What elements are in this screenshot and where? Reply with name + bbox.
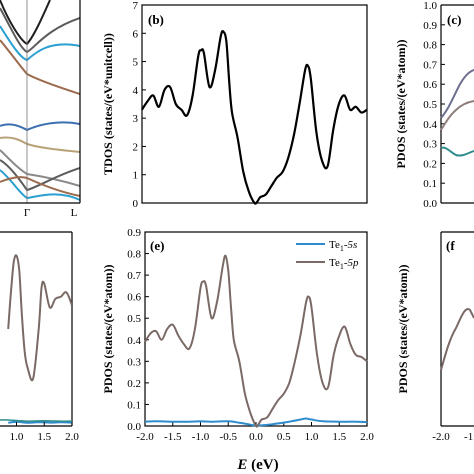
panel-c-ytick-tick-label: 1.0 (423, 0, 437, 12)
pdos-e-te-5p-curve (144, 254, 368, 428)
panel-e-label: (e) (150, 238, 164, 253)
tdos-curve (141, 30, 368, 205)
panel-b-ytick-tick-label: 7 (133, 0, 139, 12)
panel-c-ytick-tick-label: 0.0 (423, 198, 437, 210)
panel-c-y-ticks: 0.0 0.1 0.2 0.3 0.4 0.5 0.6 0.7 0.8 0.9 1.0 (423, 0, 445, 210)
panel-c-ytick-tick-label: 0.6 (423, 79, 437, 91)
panel-e-xtick-tick-label: 0.5 (277, 431, 291, 443)
panel-c-ytick-tick-label: 0.7 (423, 59, 437, 71)
panel-d-xtick-label: 1.5 (37, 431, 51, 443)
panel-c-pdos: 0.0 0.1 0.2 0.3 0.4 0.5 0.6 0.7 0.8 0.9 1.0 (c) PD… (394, 0, 474, 210)
panel-e-ytick-tick-label: 0.2 (127, 378, 141, 390)
panel-a-band-structure: Γ L (0, 0, 81, 219)
band-lines (0, 0, 80, 201)
panel-f-label: (f (446, 238, 455, 253)
band-line (0, 136, 80, 153)
panel-b-ytick-tick-label: 0 (133, 198, 139, 210)
panel-e-xtick-tick-label: -1.5 (164, 431, 182, 443)
panel-e-xtick-tick-label: 1.5 (332, 431, 346, 443)
panel-c-ytick-tick-label: 0.3 (423, 139, 437, 151)
band-line (0, 176, 80, 197)
panel-e-ytick-tick-label: 0.7 (127, 270, 141, 282)
panel-b-ytick-tick-label: 2 (133, 141, 139, 153)
band-line (0, 121, 80, 132)
panel-e-ytick-tick-label: 0.0 (127, 421, 141, 433)
panel-b-label: (b) (148, 12, 164, 27)
band-line (0, 159, 80, 192)
pdos-d-te-5s-curve (8, 420, 72, 424)
panel-d-x-ticks: 1.0 1.5 2.0 (10, 422, 79, 443)
pdos-c-curve-brown (440, 100, 474, 131)
pdos-d-teal-curve (0, 419, 72, 423)
panel-d-xtick-label: 2.0 (65, 431, 79, 443)
pdos-d-te-5p-curve (7, 254, 72, 382)
panel-e-xtick-tick-label: -0.5 (220, 431, 238, 443)
panel-b-ytick-tick-label: 6 (133, 28, 139, 40)
xtick-l: L (71, 207, 78, 219)
panel-c-partial-curves (440, 69, 474, 157)
panel-c-ytick-tick-label: 0.4 (423, 119, 437, 131)
panel-e-xtick-tick-label: 2.0 (360, 431, 374, 443)
panel-b-ytick-tick-label: 1 (133, 170, 139, 182)
panel-b-ytick-tick-label: 3 (133, 113, 139, 125)
pdos-c-curve-slate (440, 69, 474, 119)
panel-c-ytick-tick-label: 0.2 (423, 158, 437, 170)
panel-e-y-ticks: 0.0 0.1 0.2 0.3 0.4 0.5 0.6 0.7 0.8 0.9 (127, 227, 149, 433)
panel-c-ytick-tick-label: 0.8 (423, 40, 437, 52)
panel-c-ytick-tick-label: 0.5 (423, 99, 437, 111)
panel-f-pdos: -2.0 -1. (f PDOS (states/(eV*atom)) (396, 231, 474, 443)
panel-b-tdos: 0 1 2 3 4 5 6 7 (b) TDOS (states/(eV*unitcell)) (101, 0, 368, 210)
legend: Te1-5s Te1-5p (296, 239, 359, 271)
panel-c-ytick-tick-label: 0.1 (423, 178, 437, 190)
panel-e-ytick-tick-label: 0.4 (127, 335, 141, 347)
legend-label-te-5p: Te1-5p (329, 257, 359, 271)
panel-b-y-ticks: 0 1 2 3 4 5 6 7 (133, 0, 146, 210)
panel-e-pdos: 0.00.10.20.30.40.50.60.70.80.9 -2.0 -1.5-… (101, 227, 374, 473)
pdos-f-curve-brown (440, 308, 474, 371)
panel-d-xtick-label: 1.0 (10, 431, 24, 443)
panel-e-ytick-tick-label: 0.6 (127, 292, 141, 304)
panel-f-ylabel: PDOS (states/(eV*atom)) (396, 265, 410, 394)
panel-c-ylabel: PDOS (states/(eV*atom)) (394, 40, 408, 169)
panel-e-xtick-tick-label: 1.0 (305, 431, 319, 443)
pdos-e-te-5s-curve (144, 417, 368, 427)
panel-b-ylabel: TDOS (states/(eV*unitcell)) (101, 33, 115, 175)
panel-e-ytick-tick-label: 0.5 (127, 313, 141, 325)
panel-e-xtick-tick-label: -2.0 (136, 431, 154, 443)
panel-e-ytick-tick-label: 0.1 (127, 399, 141, 411)
legend-label-te-5s: Te1-5s (329, 239, 357, 253)
panel-e-ytick-tick-label: 0.8 (127, 249, 141, 261)
band-line (0, 149, 80, 187)
panel-f-xtick-1: -1. (464, 431, 474, 443)
pdos-c-curve-teal (440, 146, 474, 157)
legend-item-te-5p: Te1-5p (296, 257, 359, 271)
panel-b-ytick-tick-label: 5 (133, 57, 139, 69)
xtick-gamma: Γ (24, 207, 30, 219)
panel-c-label: (c) (447, 12, 461, 27)
panel-e-ytick-tick-label: 0.9 (127, 227, 141, 239)
panel-d-pdos: 1.0 1.5 2.0 (0, 231, 79, 443)
panel-e-xtick-tick-label: -1.0 (192, 431, 210, 443)
panel-c-ytick-tick-label: 0.9 (423, 20, 437, 32)
panel-b-ytick-tick-label: 4 (133, 85, 139, 97)
legend-item-te-5s: Te1-5s (296, 239, 357, 253)
band-line (0, 39, 80, 95)
panel-e-xtick-tick-label: 0.0 (249, 431, 263, 443)
shared-x-axis-label: E (eV) (236, 457, 278, 473)
panel-e-ylabel: PDOS (states/(eV*atom)) (101, 265, 115, 394)
panel-f-xtick-0: -2.0 (432, 431, 450, 443)
panel-e-ytick-tick-label: 0.3 (127, 356, 141, 368)
panel-e-x-ticks: -2.0 -1.5 -1.0 -0.5 0.0 0.5 1.0 1.5 2.0 (136, 422, 374, 443)
